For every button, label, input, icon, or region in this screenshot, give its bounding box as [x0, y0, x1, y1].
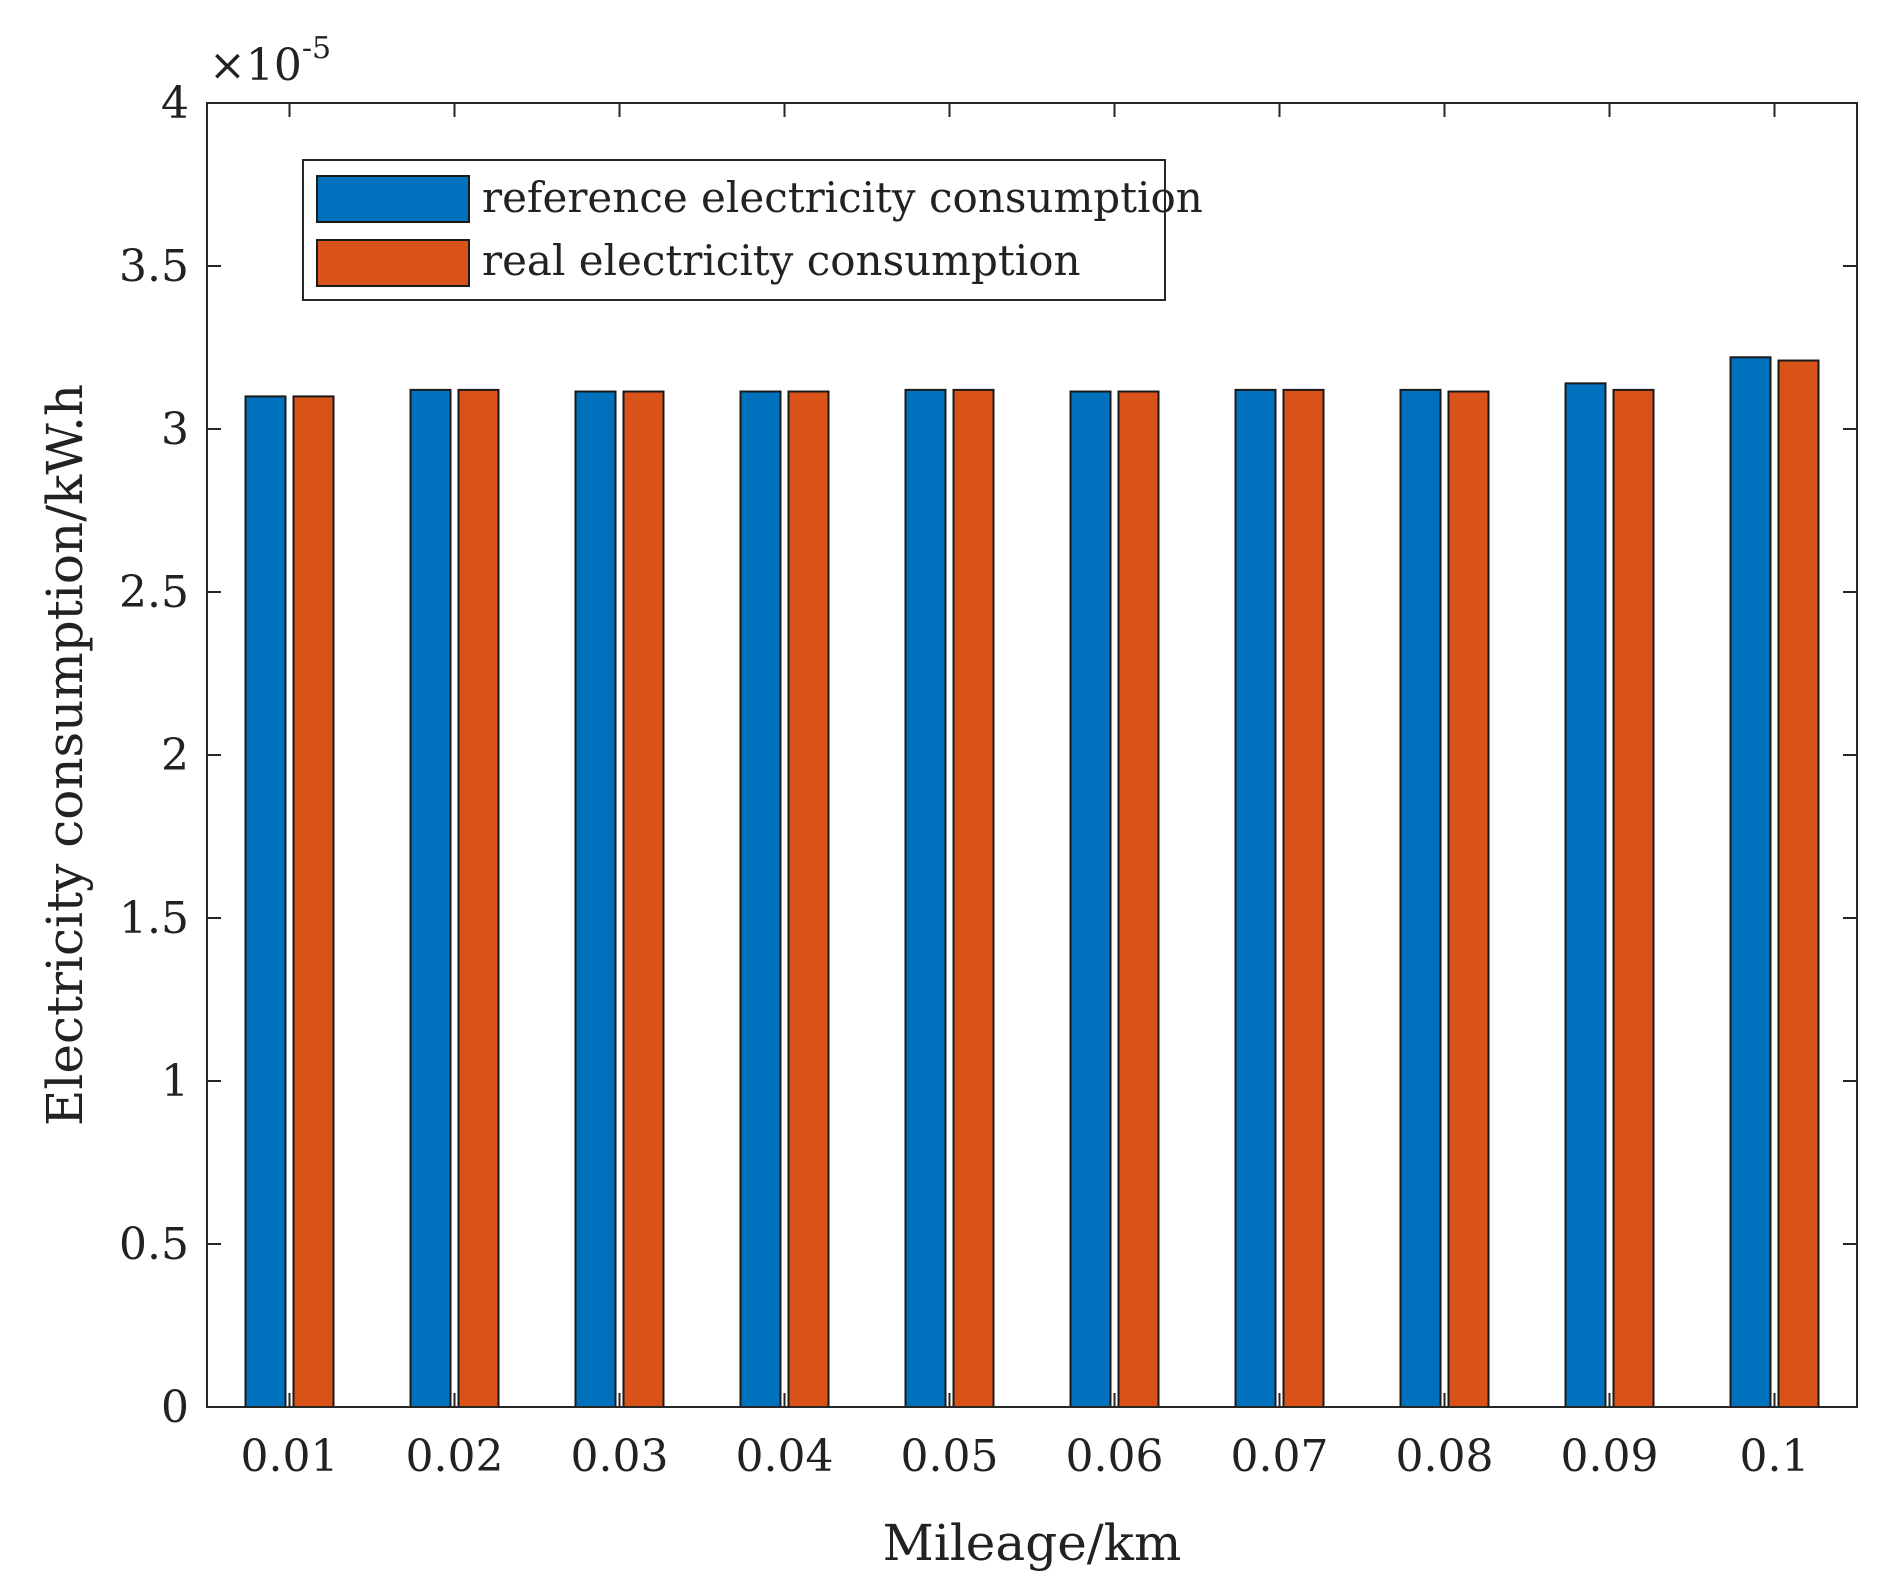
bar-reference-0.06 [1069, 390, 1112, 1408]
bar-real-0.08 [1447, 390, 1490, 1408]
y-multiplier-base: ×10 [209, 40, 302, 91]
y-tick-labels: 0 0.5 1 1.5 2 2.5 3 3.5 4 [119, 78, 189, 1433]
bar-real-0.05 [952, 388, 995, 1408]
y-tick-label: 0.5 [119, 1219, 189, 1270]
bar-reference-0.04 [739, 390, 782, 1408]
x-tick-label: 0.03 [571, 1431, 669, 1482]
y-tick-label: 1 [161, 1056, 189, 1107]
bar-real-0.1 [1777, 359, 1820, 1408]
bar-reference-0.02 [409, 388, 452, 1408]
bar-real-0.06 [1117, 390, 1160, 1408]
legend-swatch-reference [316, 175, 470, 223]
x-tick-label: 0.05 [901, 1431, 999, 1482]
x-tick-label: 0.08 [1396, 1431, 1494, 1482]
y-axis-title: Electricity consumption/kW.h [36, 384, 94, 1126]
bar-reference-0.05 [904, 388, 947, 1408]
bar-reference-0.08 [1399, 388, 1442, 1408]
x-tick-label: 0.04 [736, 1431, 834, 1482]
y-tick-label: 2 [161, 730, 189, 781]
x-tick-label: 0.02 [406, 1431, 504, 1482]
bar-reference-0.03 [574, 390, 617, 1408]
bar-real-0.09 [1612, 388, 1655, 1408]
legend-swatch-real [316, 239, 470, 287]
bar-real-0.02 [457, 388, 500, 1408]
bar-reference-0.09 [1564, 382, 1607, 1408]
x-tick-label: 0.09 [1561, 1431, 1659, 1482]
bars [244, 356, 1820, 1408]
x-tick-label: 0.1 [1740, 1431, 1810, 1482]
bar-real-0.01 [292, 395, 335, 1408]
axes-box [206, 102, 1858, 1408]
bar-reference-0.07 [1234, 388, 1277, 1408]
y-tick-label: 3.5 [119, 241, 189, 292]
y-tick-label: 2.5 [119, 567, 189, 618]
y-multiplier-exponent: -5 [302, 31, 331, 66]
x-tick-label: 0.06 [1066, 1431, 1164, 1482]
legend: reference electricity consumption real e… [302, 159, 1203, 301]
legend-label-reference: reference electricity consumption [482, 173, 1203, 222]
bar-real-0.03 [622, 390, 665, 1408]
y-tick-label: 0 [161, 1382, 189, 1433]
bar-real-0.04 [787, 390, 830, 1408]
y-tick-label: 3 [161, 404, 189, 455]
bar-reference-0.01 [244, 395, 287, 1408]
x-tick-label: 0.07 [1231, 1431, 1329, 1482]
y-tick-label: 4 [161, 78, 189, 129]
bar-reference-0.1 [1729, 356, 1772, 1408]
bar-real-0.07 [1282, 388, 1325, 1408]
x-axis-title: Mileage/km [883, 1514, 1182, 1572]
x-tick-labels: 0.01 0.02 0.03 0.04 0.05 0.06 0.07 0.08 0.09 0.1 [241, 1431, 1810, 1482]
legend-label-real: real electricity consumption [482, 236, 1081, 285]
y-multiplier-label: ×10-5 [209, 31, 331, 91]
y-tick-label: 1.5 [119, 893, 189, 944]
x-tick-label: 0.01 [241, 1431, 339, 1482]
